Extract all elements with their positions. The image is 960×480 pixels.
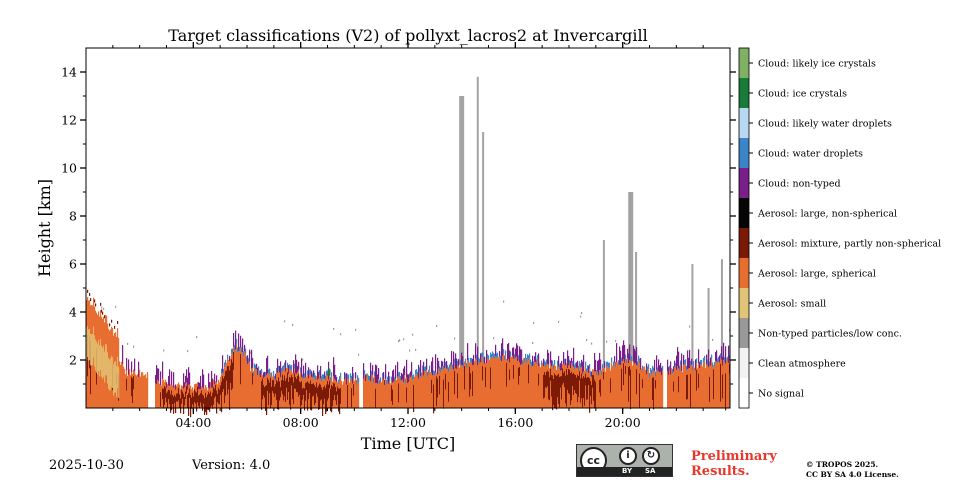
y-tick-label-4: 8 — [69, 209, 77, 224]
y-tick-label-3: 6 — [69, 257, 77, 272]
attribution-icon: i — [619, 447, 637, 465]
license-strip — [577, 467, 672, 476]
legend-swatch-6 — [739, 228, 749, 258]
y-tick-label-5: 10 — [61, 161, 77, 176]
non-typed-column-4 — [602, 240, 605, 371]
non-typed-column-6 — [635, 252, 638, 363]
y-tick-label-2: 4 — [69, 305, 77, 320]
non-typed-column-9 — [720, 259, 723, 362]
legend-swatch-3 — [739, 318, 749, 348]
x-tick-label-4: 16:00 — [497, 415, 533, 430]
legend-swatch-12 — [739, 48, 749, 78]
axes: 04:00 08:00 12:00 16:00 20:00 2 4 6 8 10 12 14 — [61, 42, 736, 430]
y-tick-label-6: 12 — [61, 113, 77, 128]
sa-label: SA — [645, 467, 656, 475]
legend-swatch-1 — [739, 378, 749, 408]
x-tick-label-5: 20:00 — [605, 415, 641, 430]
legend-swatch-9 — [739, 138, 749, 168]
preliminary-line-1: Preliminary — [691, 449, 777, 464]
legend-swatch-7 — [739, 198, 749, 228]
preliminary-results-note: Preliminary Results. — [691, 449, 777, 479]
non-typed-column-5 — [628, 192, 634, 362]
legend-label-4: Aerosol: small — [757, 299, 826, 310]
y-tick-label-7: 14 — [61, 65, 77, 80]
legend-swatch-5 — [739, 258, 749, 288]
legend-swatch-2 — [739, 348, 749, 378]
non-typed-column-7 — [691, 264, 694, 367]
copyright-line-1: © TROPOS 2025. — [806, 460, 879, 469]
plot-area — [86, 48, 731, 418]
x-tick-label-2: 08:00 — [283, 415, 319, 430]
aerosol-cloud-layers — [86, 289, 731, 418]
legend-swatch-4 — [739, 288, 749, 318]
colorbar-legend: No signal Clean atmosphere Non-typed parti… — [738, 47, 941, 409]
x-axis-label: Time [UTC] — [361, 434, 455, 453]
legend-label-11: Cloud: ice crystals — [758, 89, 847, 100]
non-typed-column-1 — [459, 96, 465, 365]
footer-version: Version: 4.0 — [192, 458, 271, 473]
chart-title: Target classifications (V2) of pollyxt_l… — [168, 26, 647, 45]
legend-label-1: No signal — [758, 389, 804, 400]
legend-label-3: Non-typed particles/low conc. — [758, 329, 902, 340]
copyright-line-2: CC BY SA 4.0 License. — [806, 470, 899, 479]
footer-date: 2025-10-30 — [49, 458, 124, 473]
legend-label-7: Aerosol: large, non-spherical — [757, 209, 897, 220]
by-label: BY — [622, 467, 633, 475]
colorbar-frame — [738, 47, 750, 409]
legend-label-8: Cloud: non-typed — [758, 179, 841, 190]
share-alike-icon: ↻ — [642, 447, 660, 465]
legend-label-10: Cloud: likely water droplets — [758, 119, 892, 130]
non-typed-column-3 — [482, 132, 485, 361]
preliminary-line-2: Results. — [691, 464, 750, 479]
non-typed-column-8 — [707, 288, 710, 364]
legend-label-6: Aerosol: mixture, partly non-spherical — [757, 239, 941, 250]
legend-label-5: Aerosol: large, spherical — [757, 269, 876, 280]
cc-license-badge: cc i ↻ BY SA — [576, 444, 673, 477]
legend-swatch-11 — [739, 78, 749, 108]
legend-swatch-10 — [739, 108, 749, 138]
non-typed-column-2 — [476, 76, 479, 362]
copyright-note: © TROPOS 2025. CC BY SA 4.0 License. — [806, 460, 899, 480]
legend-label-2: Clean atmosphere — [758, 359, 846, 370]
legend-label-9: Cloud: water droplets — [758, 149, 863, 160]
x-tick-label-1: 04:00 — [175, 415, 211, 430]
legend-label-12: Cloud: likely ice crystals — [758, 59, 876, 70]
x-tick-label-3: 12:00 — [390, 415, 426, 430]
y-axis-label: Height [km] — [35, 179, 54, 277]
y-tick-label-1: 2 — [69, 353, 77, 368]
legend-swatch-8 — [739, 168, 749, 198]
